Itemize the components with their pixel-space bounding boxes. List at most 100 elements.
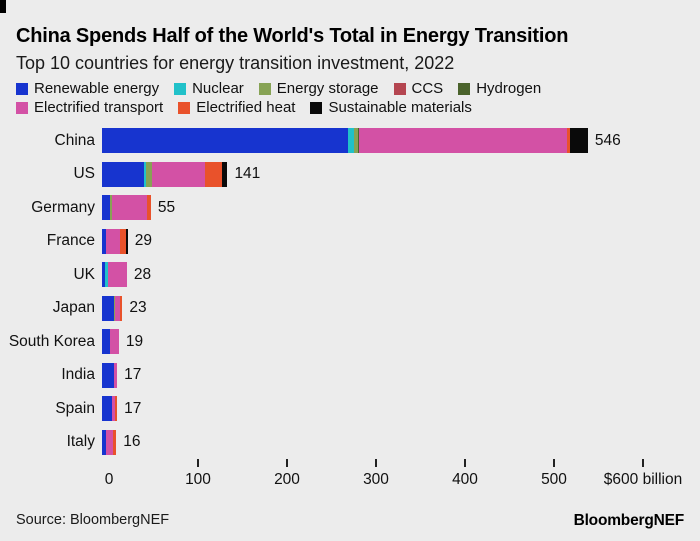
legend-swatch-energy-storage xyxy=(258,82,271,95)
bar-row-germany: Germany 55 xyxy=(0,195,700,220)
bar-value-label: 141 xyxy=(234,165,261,182)
bar-row-france: France 29 xyxy=(0,228,700,254)
legend-swatch-nuclear xyxy=(174,82,187,95)
page-subtitle: Top 10 countries for energy transition i… xyxy=(16,53,455,73)
category-label: Spain xyxy=(55,399,95,417)
bar-value-label: 546 xyxy=(594,131,621,149)
bar-segment-hydrogen xyxy=(358,128,360,153)
bar-value-label: 17 xyxy=(124,399,142,417)
category-label: South Korea xyxy=(8,332,95,350)
legend-item-electrified-heat: Electrified heat xyxy=(178,99,295,116)
legend-swatch-renewable-energy xyxy=(16,82,28,95)
bar-track-china xyxy=(102,128,588,153)
bar-row-japan: Japan 23 xyxy=(0,295,700,321)
legend-label: Renewable energy xyxy=(34,80,160,97)
bar-segment-electrified-heat xyxy=(567,128,571,153)
bar-segment-electrified-transport xyxy=(106,429,113,455)
bar-track-us xyxy=(102,161,228,187)
bar-track-uk xyxy=(102,262,127,287)
legend-row-1: Renewable energy Nuclear Energy storage CCS… xyxy=(16,79,690,98)
bar-segment-renewable-energy xyxy=(102,429,106,455)
bar-segment-energy-storage xyxy=(146,161,152,187)
bar-segment-electrified-transport xyxy=(114,362,118,388)
axis-tick-mark xyxy=(642,459,644,467)
bar-segment-renewable-energy xyxy=(102,396,112,421)
category-label: India xyxy=(61,366,95,383)
bar-value-label: 17 xyxy=(124,366,142,383)
bar-segment-energy-storage xyxy=(110,195,112,220)
bar-segment-nuclear xyxy=(105,262,109,287)
category-label: Japan xyxy=(52,299,95,316)
bar-value-label: 19 xyxy=(125,332,144,350)
bar-track-italy xyxy=(102,429,117,455)
axis-tick-mark xyxy=(464,459,466,467)
bar-segment-sustainable-materials xyxy=(126,228,128,254)
legend-item-hydrogen: Hydrogen xyxy=(458,80,541,97)
bar-segment-electrified-transport xyxy=(359,128,568,153)
legend-swatch-electrified-heat xyxy=(178,101,191,114)
bar-segment-electrified-transport xyxy=(151,161,206,187)
bar-value-label: 23 xyxy=(129,299,147,316)
bar-rows: China 546 US 141 Germany 55 France 29 UK 28 Japan 2… xyxy=(0,128,700,463)
bar-segment-renewable-energy xyxy=(102,195,110,220)
axis-tick-label: 500 xyxy=(541,471,567,488)
chart-legend: Renewable energy Nuclear Energy storage CCS… xyxy=(16,79,690,117)
bar-segment-electrified-heat xyxy=(205,161,223,187)
bar-row-china: China 546 xyxy=(0,128,700,153)
axis-tick-mark xyxy=(375,459,377,467)
legend-swatch-sustainable-materials xyxy=(310,101,323,114)
bar-segment-electrified-heat xyxy=(119,228,126,254)
bar-track-japan xyxy=(102,295,123,321)
corner-brand-mark xyxy=(0,0,6,13)
legend-item-electrified-transport: Electrified transport xyxy=(16,99,163,116)
category-label: UK xyxy=(73,265,95,283)
bar-track-germany xyxy=(102,195,151,220)
bar-value-label: 29 xyxy=(134,232,153,249)
legend-row-2: Electrified transport Electrified heat Sus… xyxy=(16,98,690,117)
legend-label: Hydrogen xyxy=(476,80,542,97)
bar-segment-nuclear xyxy=(347,128,354,153)
bar-segment-energy-storage xyxy=(353,128,359,153)
x-axis: 0 100 200 300 400 500 $600 billion xyxy=(0,455,700,500)
bar-value-label: 55 xyxy=(157,198,176,216)
bar-value-label: 28 xyxy=(133,265,152,283)
category-label: US xyxy=(73,165,95,182)
bar-segment-renewable-energy xyxy=(102,161,144,187)
axis-tick-label: 200 xyxy=(274,471,300,488)
bar-segment-electrified-heat xyxy=(119,295,123,321)
bar-segment-sustainable-materials xyxy=(222,161,228,187)
bar-row-uk: UK 28 xyxy=(0,262,700,287)
legend-swatch-hydrogen xyxy=(458,82,471,95)
legend-item-ccs: CCS xyxy=(393,80,444,97)
bar-segment-renewable-energy xyxy=(102,262,106,287)
category-label: Italy xyxy=(66,433,95,450)
axis-tick-label: $600 billion xyxy=(603,471,683,488)
legend-item-sustainable-materials: Sustainable materials xyxy=(310,99,472,116)
category-label: Germany xyxy=(31,198,95,216)
legend-item-energy-storage: Energy storage xyxy=(258,80,379,97)
bar-segment-electrified-transport xyxy=(106,228,120,254)
bar-row-south-korea: South Korea 19 xyxy=(0,329,700,354)
bar-row-us: US 141 xyxy=(0,161,700,187)
bar-segment-electrified-transport xyxy=(111,396,116,421)
bar-segment-electrified-transport xyxy=(111,195,148,220)
category-label: China xyxy=(54,131,96,149)
bar-segment-electrified-transport xyxy=(109,329,119,354)
legend-label: Energy storage xyxy=(276,80,379,97)
bar-track-france xyxy=(102,228,128,254)
axis-tick-label: 300 xyxy=(363,471,389,488)
source-note: Source: BloombergNEF xyxy=(16,512,170,528)
axis-tick-label: 100 xyxy=(185,471,211,488)
bar-segment-electrified-transport xyxy=(108,262,127,287)
legend-swatch-electrified-transport xyxy=(16,101,28,114)
legend-label: CCS xyxy=(411,80,444,97)
bar-segment-renewable-energy xyxy=(102,362,114,388)
bar-track-india xyxy=(102,362,118,388)
axis-tick-label: 0 xyxy=(104,471,114,488)
bar-row-spain: Spain 17 xyxy=(0,396,700,421)
axis-tick-mark xyxy=(553,459,555,467)
legend-label: Nuclear xyxy=(192,80,244,97)
bar-segment-energy-storage xyxy=(113,295,116,321)
legend-label: Electrified transport xyxy=(34,99,164,116)
category-label: France xyxy=(46,232,95,249)
